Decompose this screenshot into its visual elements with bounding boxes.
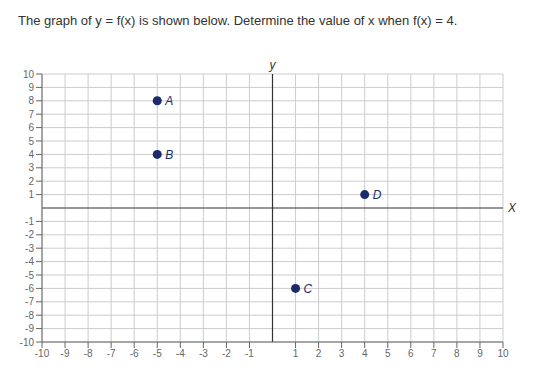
svg-text:7: 7 [28,109,34,120]
svg-text:-2: -2 [222,348,231,359]
svg-text:-5: -5 [153,348,162,359]
svg-text:-3: -3 [25,243,34,254]
svg-text:1: 1 [293,348,299,359]
svg-text:D: D [373,188,382,202]
svg-text:8: 8 [28,95,34,106]
svg-text:2: 2 [28,176,34,187]
svg-text:3: 3 [28,162,34,173]
svg-text:-2: -2 [25,229,34,240]
svg-text:-6: -6 [25,283,34,294]
svg-text:5: 5 [28,136,34,147]
svg-text:9: 9 [477,348,483,359]
svg-text:3: 3 [339,348,345,359]
svg-text:6: 6 [408,348,414,359]
svg-text:-5: -5 [25,270,34,281]
svg-text:1: 1 [28,189,34,200]
html-text:The graph of y = f(x) is shown: The graph of y = f(x) is shown below. De… [18,13,458,28]
svg-text:9: 9 [28,82,34,93]
svg-text:-10: -10 [20,337,35,348]
svg-text:-3: -3 [199,348,208,359]
svg-text:-10: -10 [35,348,50,359]
svg-text:-9: -9 [61,348,70,359]
svg-text:-1: -1 [25,216,34,227]
svg-text:2: 2 [316,348,322,359]
svg-text:10: 10 [23,69,35,80]
svg-text:X: X [507,201,517,215]
svg-text:4: 4 [362,348,368,359]
svg-text:B: B [165,148,173,162]
svg-text:C: C [304,282,313,296]
svg-text:8: 8 [454,348,460,359]
svg-text:7: 7 [431,348,437,359]
svg-text:-8: -8 [25,310,34,321]
svg-text:y: y [269,58,277,72]
svg-text:-4: -4 [176,348,185,359]
svg-text:A: A [164,94,173,108]
svg-text:5: 5 [385,348,391,359]
svg-text:-4: -4 [25,256,34,267]
svg-text:-9: -9 [25,323,34,334]
svg-text:-8: -8 [84,348,93,359]
svg-text:6: 6 [28,122,34,133]
svg-text:10: 10 [497,348,509,359]
svg-text:-7: -7 [25,296,34,307]
svg-text:-6: -6 [130,348,139,359]
svg-text:4: 4 [28,149,34,160]
svg-text:-1: -1 [245,348,254,359]
svg-text:-7: -7 [107,348,116,359]
